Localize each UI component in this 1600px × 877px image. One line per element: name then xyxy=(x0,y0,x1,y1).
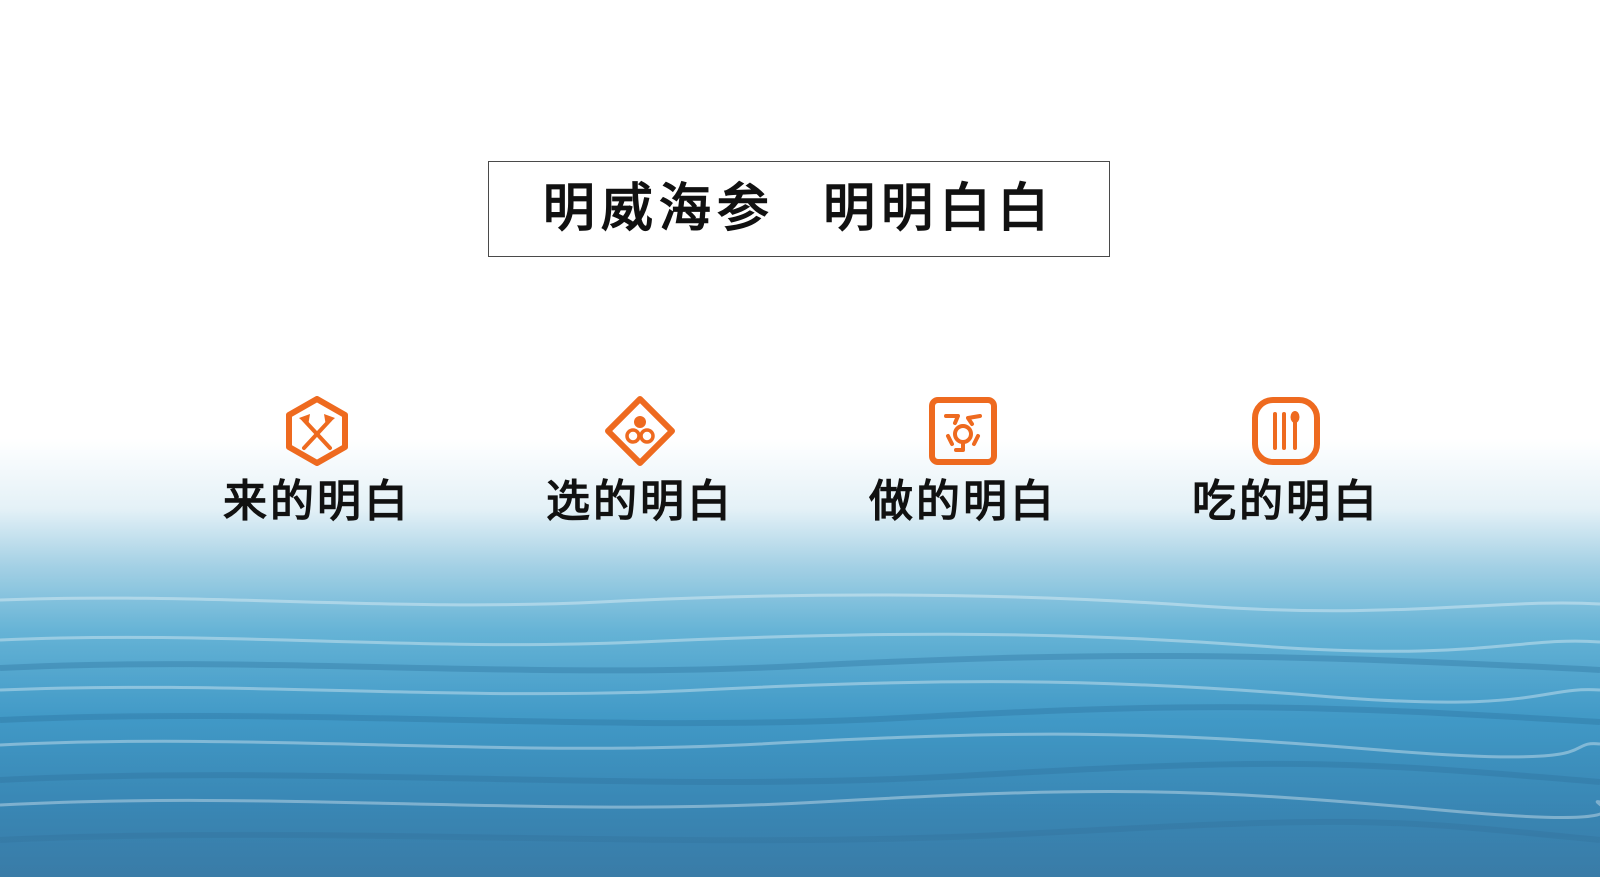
feature-select: 选的明白 xyxy=(520,396,760,526)
feature-label: 来的明白 xyxy=(223,476,411,527)
title-box: 明威海参 明明白白 xyxy=(488,161,1110,257)
sea-cucumber-select-icon xyxy=(605,396,675,466)
feature-label: 选的明白 xyxy=(546,476,734,527)
fork-spoon-icon xyxy=(1251,396,1321,466)
page-title: 明威海参 明明白白 xyxy=(542,179,1056,239)
feature-label: 吃的明白 xyxy=(1192,476,1380,527)
feature-eat: 吃的明白 xyxy=(1166,396,1406,526)
processing-icon xyxy=(928,396,998,466)
feature-label: 做的明白 xyxy=(869,476,1057,527)
crossed-axes-icon xyxy=(282,396,352,466)
feature-process: 做的明白 xyxy=(843,396,1083,526)
feature-origin: 来的明白 xyxy=(197,396,437,526)
